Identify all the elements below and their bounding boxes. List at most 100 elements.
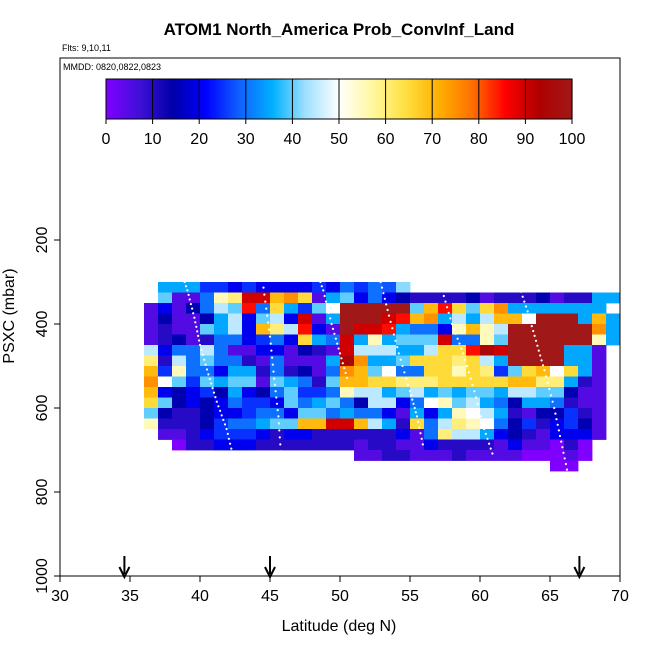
y-tick-label: 600 <box>34 395 51 422</box>
colorbar-segment <box>355 79 359 119</box>
heatmap-cell <box>564 408 579 419</box>
track-point <box>529 320 532 323</box>
heatmap-cell <box>424 366 439 377</box>
colorbar-segment <box>173 79 177 119</box>
colorbar-segment <box>213 79 217 119</box>
colorbar-segment <box>551 79 554 119</box>
heatmap-cell <box>270 303 285 314</box>
x-tick-label: 65 <box>541 588 559 605</box>
heatmap-cell <box>242 408 257 419</box>
heatmap-cell <box>466 376 481 388</box>
track-point <box>407 383 410 386</box>
track-point <box>576 538 580 541</box>
heatmap-cell <box>158 429 173 440</box>
track-point <box>220 414 223 417</box>
track-point <box>401 364 404 368</box>
colorbar-segment <box>432 79 436 119</box>
heatmap-cell <box>200 303 215 314</box>
colorbar-segment <box>422 79 426 119</box>
colorbar-segment <box>112 79 116 119</box>
colorbar-segment <box>511 79 515 119</box>
colorbar-segment <box>406 79 410 119</box>
track-point <box>196 330 199 333</box>
heatmap-cell <box>186 334 201 346</box>
track-point <box>484 432 487 435</box>
heatmap-cell <box>494 397 509 409</box>
track-point <box>265 307 268 310</box>
track-point <box>392 333 395 336</box>
colorbar-segment <box>119 79 123 119</box>
heatmap-cell <box>592 408 607 419</box>
heatmap-cell <box>424 397 439 409</box>
heatmap-cell <box>172 429 187 440</box>
x-tick-label: 50 <box>331 588 349 605</box>
heatmap-cell <box>340 418 355 430</box>
heatmap-cell <box>438 313 453 325</box>
track-point <box>259 265 262 268</box>
colorbar-segment <box>569 79 573 119</box>
colorbar-segment <box>523 79 526 119</box>
track-point <box>182 276 185 279</box>
heatmap-cell <box>368 376 383 388</box>
heatmap-cell <box>354 282 369 293</box>
colorbar-segment <box>203 79 207 119</box>
heatmap-cell <box>564 334 579 346</box>
heatmap-cell <box>508 418 523 430</box>
heatmap-cell <box>214 313 229 325</box>
track-point <box>437 278 440 281</box>
heatmap-cell <box>508 366 523 377</box>
heatmap-cell <box>592 366 607 377</box>
colorbar-segment <box>287 79 291 119</box>
colorbar-segment <box>143 79 147 119</box>
heatmap-cell <box>480 429 495 440</box>
x-tick-label: 60 <box>471 588 489 605</box>
heatmap-cell <box>284 366 299 377</box>
track-point <box>456 337 459 340</box>
colorbar-segment <box>420 79 424 119</box>
track-point <box>530 325 533 328</box>
track-point <box>439 283 442 286</box>
heatmap-cell <box>424 313 439 325</box>
heatmap-cell <box>564 355 579 367</box>
track-point <box>450 322 454 326</box>
track-point <box>567 474 570 477</box>
heatmap-cell <box>298 439 313 451</box>
colorbar-segment <box>453 79 457 119</box>
track-point <box>574 516 577 519</box>
heatmap-cell <box>228 387 243 398</box>
heatmap-cell <box>382 439 397 451</box>
heatmap-cell <box>298 366 313 377</box>
colorbar-segment <box>238 79 242 119</box>
heatmap-cell <box>508 429 523 440</box>
colorbar-segment <box>490 79 494 119</box>
heatmap-cell <box>242 366 257 377</box>
colorbar-segment <box>159 79 163 119</box>
colorbar-segment <box>178 79 182 119</box>
heatmap-cell <box>270 387 285 398</box>
colorbar-tick-label: 50 <box>330 131 348 148</box>
heatmap-cell <box>284 397 299 409</box>
track-point <box>429 255 433 258</box>
colorbar-segment <box>532 79 536 119</box>
track-point <box>420 437 423 440</box>
track-point <box>372 249 375 252</box>
heatmap-cell <box>368 450 383 461</box>
colorbar-segment <box>345 79 349 119</box>
track-point <box>560 440 563 443</box>
heatmap-cell <box>522 429 537 440</box>
colorbar-segment <box>469 79 473 119</box>
heatmap-cell <box>550 460 565 472</box>
heatmap-cell <box>228 439 243 451</box>
heatmap-cell <box>466 450 481 461</box>
track-point <box>565 468 569 471</box>
colorbar-segment <box>567 79 571 119</box>
heatmap-cell <box>382 450 397 461</box>
track-point <box>222 418 225 421</box>
heatmap-cell <box>284 282 299 293</box>
track-point <box>431 261 434 264</box>
colorbar-segment <box>369 79 373 119</box>
heatmap-cell <box>438 387 453 398</box>
heatmap-cell <box>214 408 229 419</box>
heatmap-cell <box>186 397 201 409</box>
colorbar-segment <box>168 79 172 119</box>
